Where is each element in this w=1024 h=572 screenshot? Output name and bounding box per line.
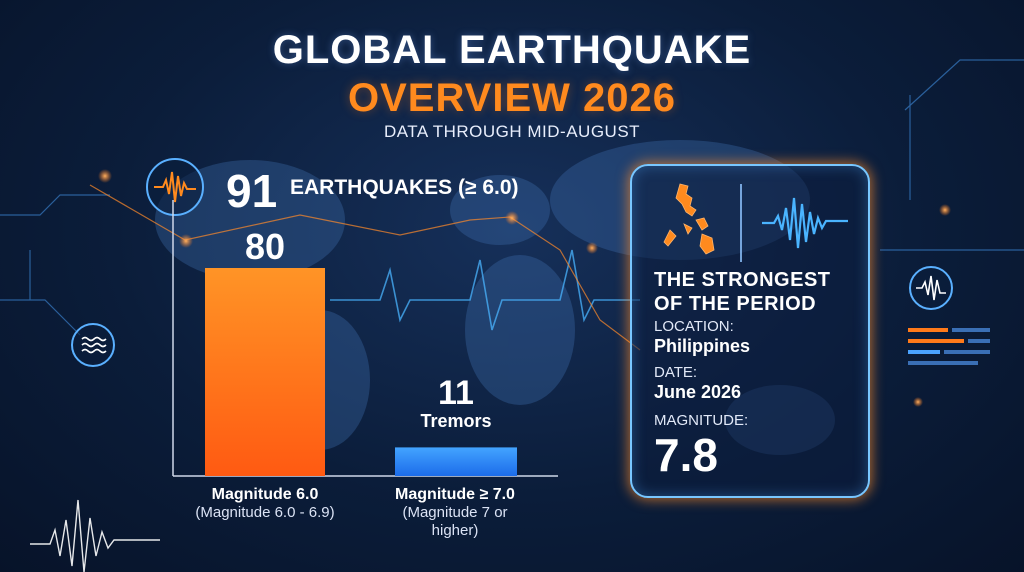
data-bars-icon xyxy=(908,328,990,365)
subtitle: DATA THROUGH MID-AUGUST xyxy=(383,122,641,141)
date-value: June 2026 xyxy=(654,382,742,402)
location-value: Philippines xyxy=(654,336,751,356)
bar-magnitude-7-plus xyxy=(395,447,517,476)
card-heading-line-1: THE STRONGEST xyxy=(654,269,831,291)
philippines-map-icon xyxy=(663,183,715,255)
title-line-2: OVERVIEW 2026 xyxy=(348,76,676,120)
title-line-1: GLOBAL EARTHQUAKE xyxy=(272,28,752,72)
category-label: Magnitude ≥ 7.0 (Magnitude 7 or higher) xyxy=(380,486,530,540)
seismograph-icon xyxy=(146,158,204,216)
category-name: Magnitude 6.0 xyxy=(211,486,319,503)
date-label: DATE: xyxy=(654,364,698,381)
category-note: (Magnitude 7 or higher) xyxy=(402,504,508,539)
bar-magnitude-6 xyxy=(205,268,325,476)
bar-extra-label: Tremors xyxy=(420,411,492,431)
card-heading: THE STRONGEST OF THE PERIOD xyxy=(654,268,831,316)
category-label: Magnitude 6.0 (Magnitude 6.0 - 6.9) xyxy=(165,486,365,522)
card-divider xyxy=(740,184,742,262)
category-note: (Magnitude 6.0 - 6.9) xyxy=(195,504,335,521)
seismic-wave-small-icon xyxy=(909,266,953,310)
strongest-earthquake-card: THE STRONGEST OF THE PERIOD LOCATION: Ph… xyxy=(630,164,870,498)
total-count: 91 xyxy=(226,165,278,217)
waves-icon xyxy=(71,323,115,367)
magnitude-label: MAGNITUDE: xyxy=(654,412,749,429)
category-name: Magnitude ≥ 7.0 xyxy=(395,486,515,503)
total-label: EARTHQUAKES (≥ 6.0) xyxy=(290,176,519,199)
seismic-wave-icon xyxy=(762,197,848,249)
magnitude-value: 7.8 xyxy=(654,429,718,481)
card-heading-line-2: OF THE PERIOD xyxy=(654,293,817,315)
bar-value-label: 11 xyxy=(438,374,474,412)
location-label: LOCATION: xyxy=(654,318,734,335)
bar-value-label: 80 xyxy=(244,226,286,267)
